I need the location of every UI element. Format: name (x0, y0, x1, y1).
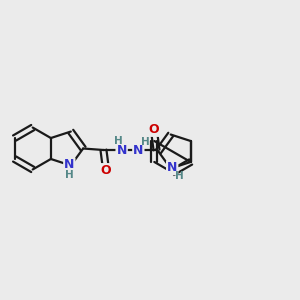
Text: N: N (167, 161, 177, 174)
Text: H: H (141, 137, 150, 147)
Text: H: H (175, 171, 184, 181)
Text: H: H (114, 136, 123, 146)
Text: O: O (149, 123, 160, 136)
Text: N: N (133, 143, 143, 157)
Text: O: O (100, 164, 111, 177)
Text: N: N (64, 158, 74, 171)
Text: N: N (116, 143, 127, 157)
Text: H: H (65, 170, 74, 180)
